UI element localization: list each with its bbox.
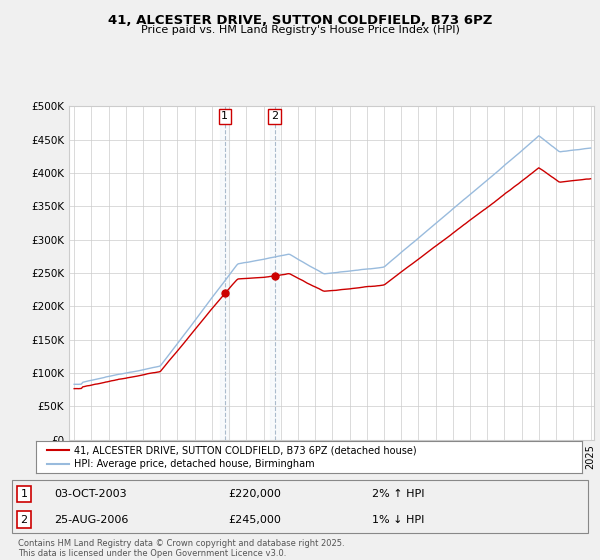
Text: 2% ↑ HPI: 2% ↑ HPI (372, 489, 425, 499)
Text: 03-OCT-2003: 03-OCT-2003 (54, 489, 127, 499)
Text: 1% ↓ HPI: 1% ↓ HPI (372, 515, 424, 525)
Text: Price paid vs. HM Land Registry's House Price Index (HPI): Price paid vs. HM Land Registry's House … (140, 25, 460, 35)
Text: 1: 1 (221, 111, 228, 122)
Text: Contains HM Land Registry data © Crown copyright and database right 2025.
This d: Contains HM Land Registry data © Crown c… (18, 539, 344, 558)
Text: 2: 2 (20, 515, 28, 525)
Text: 2: 2 (271, 111, 278, 122)
Bar (270, 106, 279, 440)
Text: 41, ALCESTER DRIVE, SUTTON COLDFIELD, B73 6PZ: 41, ALCESTER DRIVE, SUTTON COLDFIELD, B7… (108, 14, 492, 27)
Text: 41, ALCESTER DRIVE, SUTTON COLDFIELD, B73 6PZ (detached house): 41, ALCESTER DRIVE, SUTTON COLDFIELD, B7… (74, 445, 417, 455)
Bar (220, 106, 229, 440)
Text: £220,000: £220,000 (228, 489, 281, 499)
Text: HPI: Average price, detached house, Birmingham: HPI: Average price, detached house, Birm… (74, 459, 315, 469)
Text: £245,000: £245,000 (228, 515, 281, 525)
Text: 1: 1 (20, 489, 28, 499)
Text: 25-AUG-2006: 25-AUG-2006 (54, 515, 128, 525)
